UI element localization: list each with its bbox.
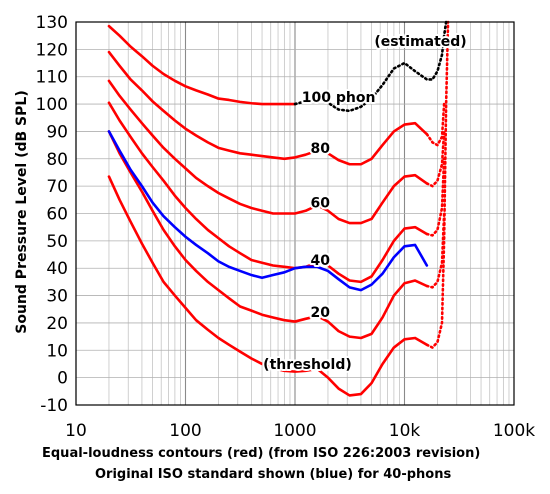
curve-10: [107, 24, 297, 106]
y-tick-label: 10: [46, 341, 68, 361]
curve-annotation: 20: [310, 305, 330, 321]
curve-estimated-7: [425, 130, 446, 188]
annotation-halo: 40: [310, 253, 330, 269]
data-series: [107, 20, 450, 397]
y-tick-label: 110: [36, 68, 68, 88]
plot-frame: [75, 21, 515, 406]
annotation-halo: (threshold): [263, 357, 352, 373]
curve-annotation: 80: [310, 141, 330, 157]
annotation-halo: (estimated): [374, 34, 466, 50]
annotation-halo: 100 phon: [302, 90, 376, 106]
x-tick-label: 10: [65, 421, 87, 441]
x-tick-label: 1000: [273, 421, 316, 441]
x-axis-label-line2: Original ISO standard shown (blue) for 4…: [95, 467, 451, 482]
y-tick-label: 30: [46, 287, 68, 307]
annotation-halo: 20: [310, 305, 330, 321]
curve-estimated-3: [425, 212, 446, 289]
y-tick-label: 40: [46, 259, 68, 279]
curve-2: [107, 130, 429, 340]
annotation-halo: 80: [310, 141, 330, 157]
curve-estimated-1: [425, 20, 450, 349]
x-tick-labels: 10 100 1000 10k 100k: [65, 421, 535, 441]
curve-annotation: 100 phon: [302, 90, 376, 106]
curve-annotation: (estimated): [374, 34, 466, 50]
y-tick-label: 0: [57, 369, 68, 389]
curve-estimated-5: [425, 157, 446, 237]
curve-12: [107, 130, 429, 292]
y-tick-label: 100: [36, 95, 68, 115]
curve-4: [107, 101, 429, 284]
y-tick-label: 80: [46, 150, 68, 170]
x-tick-label: 100k: [493, 421, 535, 441]
curve-6: [107, 79, 429, 225]
y-tick-label: 130: [36, 13, 68, 33]
y-tick-label: 70: [46, 177, 68, 197]
x-axis-label-line1: Equal-loudness contours (red) (from ISO …: [42, 446, 480, 461]
y-axis-label: Sound Pressure Level (dB SPL): [14, 90, 30, 333]
curve-annotation: 40: [310, 253, 330, 269]
curve-8: [107, 50, 429, 166]
grid-lines: [75, 21, 514, 406]
y-tick-label: -10: [40, 396, 68, 416]
x-tick-label: 100: [169, 421, 201, 441]
curve-estimated-9: [425, 102, 446, 147]
y-tick-label: 20: [46, 314, 68, 334]
annotation-halo: 60: [310, 196, 330, 212]
y-tick-label: 60: [46, 205, 68, 225]
y-tick-label: 120: [36, 40, 68, 60]
y-tick-label: 90: [46, 122, 68, 142]
curve-0: [107, 175, 429, 397]
x-tick-label: 10k: [389, 421, 421, 441]
curve-annotation: (threshold): [263, 357, 352, 373]
curve-estimated-11: [293, 20, 448, 113]
curve-annotation: 60: [310, 196, 330, 212]
y-tick-label: 50: [46, 232, 68, 252]
